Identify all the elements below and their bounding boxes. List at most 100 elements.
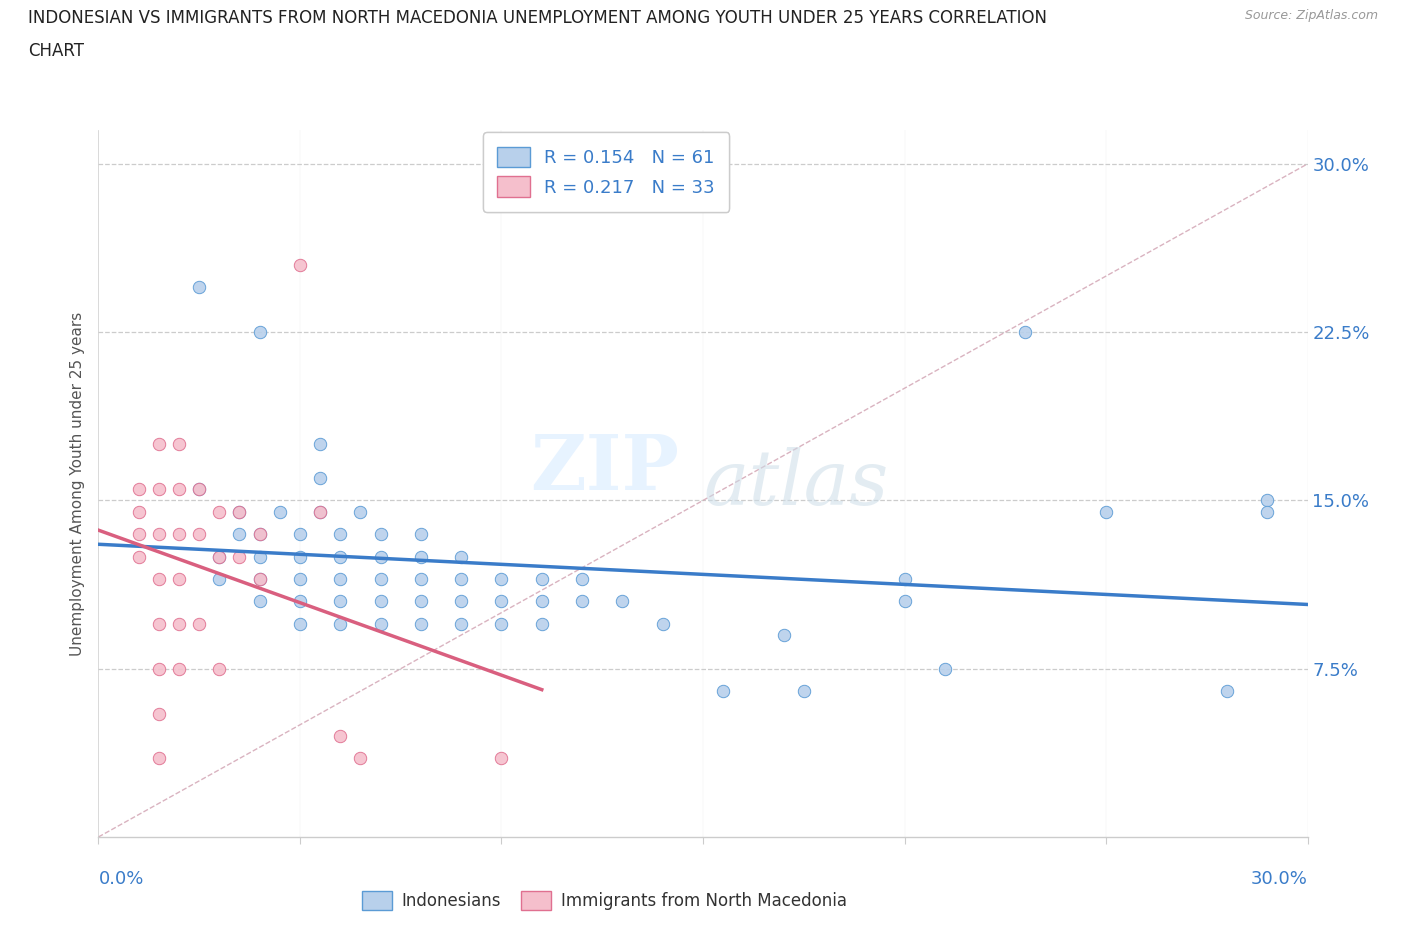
Point xyxy=(309,471,332,485)
Point xyxy=(409,549,432,564)
Point xyxy=(329,526,352,541)
Point xyxy=(1216,684,1239,698)
Point xyxy=(329,728,352,743)
Point xyxy=(349,751,371,766)
Point xyxy=(288,617,311,631)
Point xyxy=(491,572,513,587)
Point xyxy=(128,482,150,497)
Point xyxy=(148,706,170,721)
Text: atlas: atlas xyxy=(703,446,889,521)
Text: INDONESIAN VS IMMIGRANTS FROM NORTH MACEDONIA UNEMPLOYMENT AMONG YOUTH UNDER 25 : INDONESIAN VS IMMIGRANTS FROM NORTH MACE… xyxy=(28,9,1047,27)
Point xyxy=(208,661,231,676)
Point xyxy=(1095,504,1118,519)
Point xyxy=(329,572,352,587)
Point xyxy=(148,661,170,676)
Point xyxy=(370,617,392,631)
Point xyxy=(893,572,915,587)
Point xyxy=(370,594,392,609)
Point xyxy=(288,258,311,272)
Point xyxy=(370,572,392,587)
Point xyxy=(128,549,150,564)
Point xyxy=(450,572,472,587)
Point xyxy=(491,594,513,609)
Point xyxy=(651,617,673,631)
Point xyxy=(288,572,311,587)
Point xyxy=(188,482,211,497)
Point xyxy=(288,549,311,564)
Point xyxy=(329,549,352,564)
Point xyxy=(288,594,311,609)
Point xyxy=(530,617,553,631)
Point xyxy=(208,549,231,564)
Point xyxy=(288,526,311,541)
Text: Source: ZipAtlas.com: Source: ZipAtlas.com xyxy=(1244,9,1378,22)
Point xyxy=(167,482,190,497)
Point xyxy=(167,572,190,587)
Point xyxy=(409,572,432,587)
Point xyxy=(409,526,432,541)
Point xyxy=(249,325,271,339)
Point xyxy=(1256,504,1278,519)
Point xyxy=(228,549,250,564)
Point xyxy=(491,751,513,766)
Point xyxy=(249,572,271,587)
Legend: Indonesians, Immigrants from North Macedonia: Indonesians, Immigrants from North Maced… xyxy=(356,884,853,917)
Point xyxy=(530,594,553,609)
Point xyxy=(1014,325,1036,339)
Point xyxy=(269,504,291,519)
Point xyxy=(612,594,634,609)
Point xyxy=(329,594,352,609)
Point xyxy=(571,572,593,587)
Point xyxy=(249,572,271,587)
Point xyxy=(571,594,593,609)
Point xyxy=(409,617,432,631)
Point xyxy=(208,549,231,564)
Text: CHART: CHART xyxy=(28,42,84,60)
Point xyxy=(934,661,956,676)
Point xyxy=(208,504,231,519)
Point xyxy=(309,437,332,452)
Point xyxy=(188,280,211,295)
Point xyxy=(188,617,211,631)
Point xyxy=(329,617,352,631)
Point xyxy=(148,572,170,587)
Legend: R = 0.154   N = 61, R = 0.217   N = 33: R = 0.154 N = 61, R = 0.217 N = 33 xyxy=(484,132,730,212)
Point xyxy=(148,437,170,452)
Point xyxy=(249,526,271,541)
Point xyxy=(167,526,190,541)
Point xyxy=(148,526,170,541)
Point xyxy=(228,526,250,541)
Point xyxy=(167,437,190,452)
Point xyxy=(188,526,211,541)
Point xyxy=(309,504,332,519)
Point xyxy=(1256,493,1278,508)
Point xyxy=(249,549,271,564)
Point xyxy=(450,549,472,564)
Y-axis label: Unemployment Among Youth under 25 years: Unemployment Among Youth under 25 years xyxy=(70,312,86,656)
Point xyxy=(228,504,250,519)
Text: 0.0%: 0.0% xyxy=(98,870,143,887)
Point xyxy=(208,572,231,587)
Point xyxy=(128,504,150,519)
Point xyxy=(148,482,170,497)
Text: 30.0%: 30.0% xyxy=(1251,870,1308,887)
Point xyxy=(148,751,170,766)
Point xyxy=(793,684,815,698)
Point xyxy=(893,594,915,609)
Point xyxy=(249,594,271,609)
Point xyxy=(370,526,392,541)
Point xyxy=(450,594,472,609)
Point xyxy=(491,617,513,631)
Point xyxy=(128,526,150,541)
Point xyxy=(450,617,472,631)
Point xyxy=(370,549,392,564)
Point xyxy=(530,572,553,587)
Point xyxy=(711,684,734,698)
Point xyxy=(228,504,250,519)
Point xyxy=(349,504,371,519)
Point xyxy=(772,628,794,643)
Point xyxy=(409,594,432,609)
Point xyxy=(249,526,271,541)
Point xyxy=(148,617,170,631)
Point xyxy=(188,482,211,497)
